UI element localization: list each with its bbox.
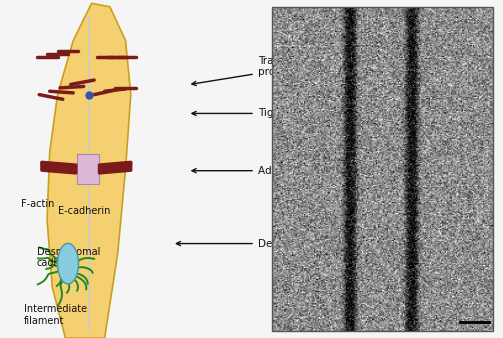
Text: Transmembrane
proteins: Transmembrane proteins: [192, 56, 343, 86]
Text: Intermediate
filament: Intermediate filament: [24, 304, 87, 326]
Bar: [77, 154, 100, 184]
Text: Tight junction: Tight junction: [192, 108, 329, 118]
Polygon shape: [47, 3, 131, 338]
Text: E-cadherin: E-cadherin: [57, 206, 110, 216]
Text: Desmosome: Desmosome: [177, 239, 322, 248]
Text: Adherens junction: Adherens junction: [192, 166, 353, 176]
Ellipse shape: [57, 243, 78, 284]
Text: F-actin: F-actin: [21, 199, 54, 210]
Text: Desmosomal
cadherin: Desmosomal cadherin: [37, 247, 100, 268]
